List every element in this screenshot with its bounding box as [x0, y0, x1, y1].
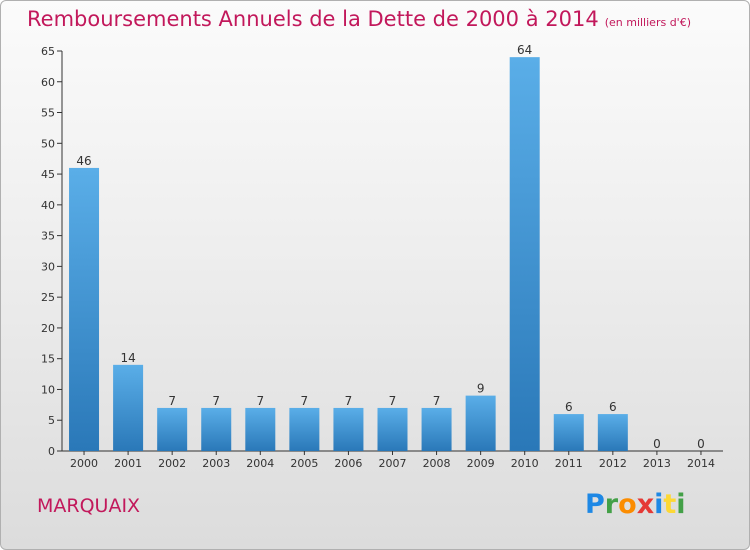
value-label-2008: 7 [433, 394, 441, 408]
value-label-2004: 7 [256, 394, 264, 408]
value-labels-group: 46 14 7 7 7 7 7 7 7 9 64 6 6 0 0 [76, 43, 704, 451]
bar-2007 [377, 407, 408, 451]
bars-group [69, 57, 628, 452]
value-label-2014: 0 [697, 437, 705, 451]
bar-2008 [421, 407, 452, 451]
value-label-2002: 7 [168, 394, 176, 408]
commune-name: MARQUAIX [37, 495, 141, 517]
y-tick-label: 25 [41, 291, 55, 304]
bar-2009 [465, 395, 496, 451]
chart-title-text: Remboursements Annuels de la Dette de 20… [27, 7, 599, 31]
y-tick-label: 20 [41, 322, 55, 335]
x-tick-label-2004: 2004 [246, 457, 274, 470]
bar-2006 [333, 407, 364, 451]
x-tick-label-2013: 2013 [643, 457, 671, 470]
value-label-2011: 6 [565, 400, 573, 414]
y-tick-label: 65 [41, 45, 55, 58]
x-tick-label-2003: 2003 [202, 457, 230, 470]
bar-2011 [553, 414, 584, 451]
y-tick-label: 60 [41, 76, 55, 89]
bar-2000 [69, 167, 100, 451]
bar-2005 [289, 407, 320, 451]
bar-2001 [113, 364, 144, 451]
x-axis: 2000 2001 2002 2003 2004 2005 2006 2007 2008 2009… [62, 450, 723, 470]
x-tick-label-2001: 2001 [114, 457, 142, 470]
x-tick-label-2006: 2006 [334, 457, 362, 470]
bar-2002 [157, 407, 188, 451]
bar-2003 [201, 407, 232, 451]
x-tick-label-2011: 2011 [555, 457, 583, 470]
y-tick-label: 30 [41, 260, 55, 273]
x-tick-label-2009: 2009 [467, 457, 495, 470]
bar-2004 [245, 407, 276, 451]
x-tick-label-2000: 2000 [70, 457, 98, 470]
value-label-2010: 64 [517, 43, 532, 57]
chart-title: Remboursements Annuels de la Dette de 20… [27, 7, 691, 31]
x-tick-label-2007: 2007 [379, 457, 407, 470]
y-tick-label: 55 [41, 107, 55, 120]
value-label-2007: 7 [389, 394, 397, 408]
value-label-2012: 6 [609, 400, 617, 414]
value-label-2003: 7 [212, 394, 220, 408]
bar-2010 [509, 57, 540, 452]
y-tick-label: 5 [48, 414, 55, 427]
y-axis: 0 5 10 15 20 25 30 35 40 45 50 55 60 65 [41, 45, 63, 458]
value-label-2005: 7 [301, 394, 309, 408]
value-label-2006: 7 [345, 394, 353, 408]
x-tick-label-2008: 2008 [423, 457, 451, 470]
y-tick-label: 0 [48, 445, 55, 458]
y-tick-label: 10 [41, 383, 55, 396]
x-tick-label-2005: 2005 [290, 457, 318, 470]
value-label-2013: 0 [653, 437, 661, 451]
x-tick-label-2010: 2010 [511, 457, 539, 470]
y-tick-label: 15 [41, 353, 55, 366]
value-label-2000: 46 [76, 154, 91, 168]
y-tick-label: 35 [41, 230, 55, 243]
y-tick-label: 50 [41, 137, 55, 150]
chart-unit-label: (en milliers d'€) [604, 16, 691, 29]
proxiti-logo: Proxiti [585, 489, 686, 520]
y-tick-label: 45 [41, 168, 55, 181]
bar-2012 [597, 414, 628, 451]
x-tick-label-2002: 2002 [158, 457, 186, 470]
value-label-2009: 9 [477, 382, 485, 396]
y-tick-label: 40 [41, 199, 55, 212]
value-label-2001: 14 [120, 351, 135, 365]
x-tick-label-2012: 2012 [599, 457, 627, 470]
x-tick-label-2014: 2014 [687, 457, 715, 470]
